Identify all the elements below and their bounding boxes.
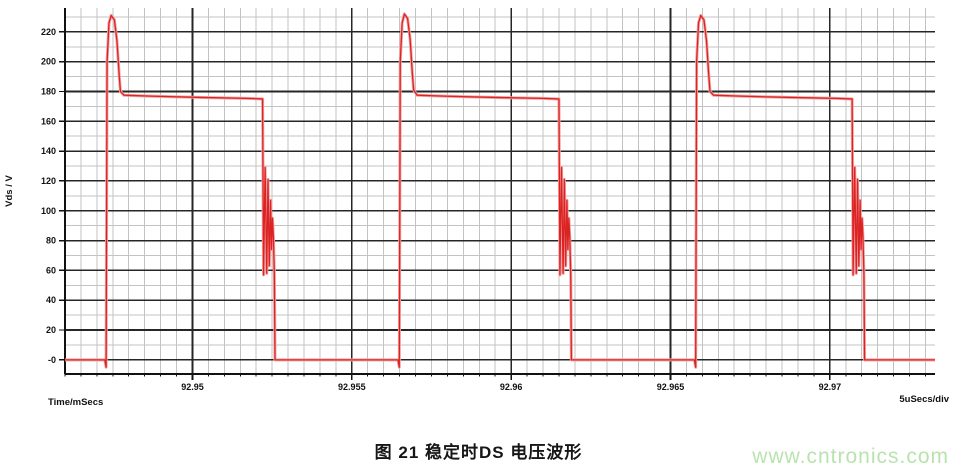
x-tick-label: 92.96 <box>500 382 523 392</box>
x-axis-title: Time/mSecs <box>48 397 103 408</box>
y-tick-label: -0 <box>48 355 56 365</box>
y-tick-label: 220 <box>41 27 56 37</box>
axes <box>59 8 935 380</box>
y-tick-label: 80 <box>46 236 56 246</box>
y-tick-label: 40 <box>46 295 56 305</box>
watermark-text: www.cntronics.com <box>752 445 949 468</box>
y-tick-label: 160 <box>41 116 56 126</box>
y-tick-label: 200 <box>41 57 56 67</box>
y-tick-label: 20 <box>46 325 56 335</box>
figure-caption: 图 21 稳定时DS 电压波形 <box>374 443 583 462</box>
x-tick-label: 92.97 <box>819 382 842 392</box>
tick-labels: -0 20 40 60 80 100 120 140 160 180 200 220 92.95 92.9… <box>41 27 841 392</box>
x-tick-label: 92.955 <box>338 382 366 392</box>
y-axis-title: Vds / V <box>4 175 15 207</box>
y-tick-label: 140 <box>41 146 56 156</box>
x-tick-label: 92.95 <box>181 382 204 392</box>
grid-minor <box>64 8 935 374</box>
y-tick-label: 180 <box>41 86 56 96</box>
x-tick-label: 92.965 <box>657 382 685 392</box>
grid-major <box>65 8 935 374</box>
y-tick-label: 120 <box>41 176 56 186</box>
axis-captions: Vds / V Time/mSecs 5uSecs/div <box>4 175 950 408</box>
x-axis-scale-per-div: 5uSecs/div <box>899 394 949 405</box>
y-tick-label: 100 <box>41 206 56 216</box>
waveform-chart: -0 20 40 60 80 100 120 140 160 180 200 220 92.95 92.9… <box>4 8 950 408</box>
y-tick-label: 60 <box>46 265 56 275</box>
vds-waveform-trace <box>65 12 935 369</box>
